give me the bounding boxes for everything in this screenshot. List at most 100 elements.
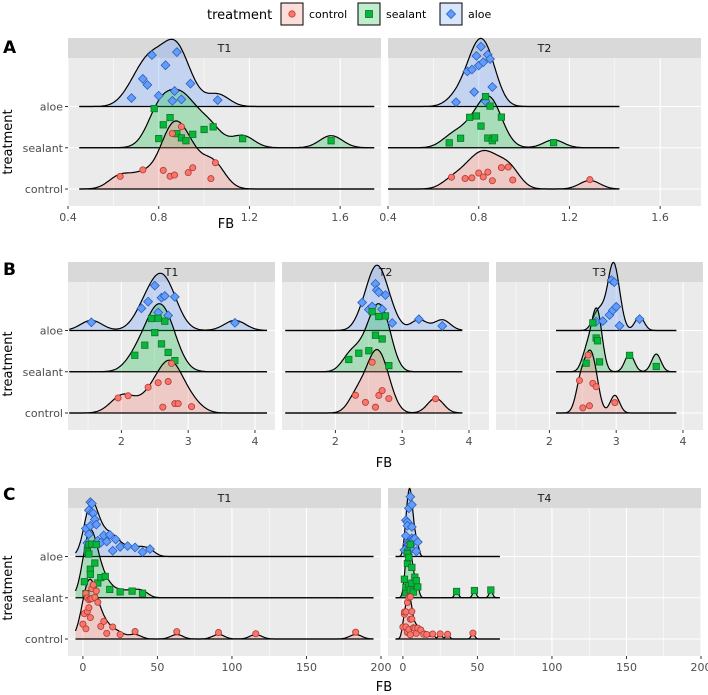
- data-point-control: [173, 628, 181, 636]
- data-point-aloe: [137, 73, 148, 84]
- data-point-aloe: [609, 277, 620, 288]
- data-point-aloe: [110, 534, 121, 545]
- data-point-aloe: [466, 64, 477, 75]
- data-point-sealant: [487, 586, 495, 594]
- data-point-sealant: [150, 104, 158, 113]
- data-point-control: [100, 617, 108, 625]
- data-point-aloe: [153, 90, 164, 101]
- data-point-sealant: [101, 572, 109, 581]
- x-tick-label: 0: [399, 661, 406, 674]
- data-point-control: [114, 394, 122, 402]
- data-point-sealant: [400, 575, 408, 583]
- facet-strip: [282, 262, 489, 282]
- facet-label-t4: T4: [537, 492, 552, 505]
- data-point-control: [468, 174, 476, 182]
- data-point-aloe: [229, 317, 240, 328]
- data-point-aloe: [405, 491, 416, 502]
- data-point-aloe: [130, 542, 141, 553]
- data-point-control: [429, 630, 437, 638]
- data-point-control: [497, 164, 505, 172]
- data-point-control: [585, 402, 593, 410]
- x-tick-label: 0: [79, 661, 86, 674]
- x-tick-label: 150: [296, 661, 317, 674]
- data-point-control: [584, 351, 592, 359]
- plot-background: [388, 58, 701, 206]
- chart-row-b: B treatment FB T1 2 3 4 control sealant aloe T…: [1, 260, 703, 471]
- data-point-aloe: [411, 546, 422, 557]
- data-point-sealant: [355, 349, 363, 357]
- data-point-sealant: [159, 121, 167, 129]
- data-point-aloe: [357, 297, 368, 308]
- data-point-control: [211, 159, 219, 167]
- density-fill-sealant: [69, 303, 267, 372]
- data-point-control: [592, 383, 600, 391]
- data-point-control: [406, 631, 414, 639]
- data-point-aloe: [185, 78, 196, 89]
- data-point-sealant: [378, 335, 386, 343]
- data-point-sealant: [375, 312, 383, 321]
- data-point-sealant: [327, 137, 335, 145]
- y-tick-label-control: control: [25, 407, 63, 420]
- data-point-sealant: [497, 113, 506, 121]
- data-point-control: [86, 614, 94, 622]
- data-point-aloe: [451, 97, 462, 108]
- data-point-control: [184, 169, 192, 177]
- data-point-sealant: [164, 348, 172, 357]
- x-tick-label: 100: [221, 661, 242, 674]
- data-point-control: [131, 628, 139, 636]
- density-fill-sealant: [75, 529, 374, 598]
- facet-strip: [68, 488, 381, 508]
- data-point-aloe: [101, 536, 112, 547]
- data-point-sealant: [445, 139, 453, 147]
- data-point-control: [124, 392, 132, 400]
- data-point-aloe: [469, 87, 480, 97]
- data-point-sealant: [161, 317, 169, 325]
- data-point-aloe: [122, 541, 133, 551]
- data-point-aloe: [104, 529, 115, 540]
- data-point-aloe: [387, 318, 398, 328]
- data-point-control: [116, 631, 124, 639]
- data-point-aloe: [107, 545, 118, 556]
- density-fill-aloe: [556, 262, 677, 331]
- data-point-sealant: [86, 570, 94, 578]
- data-point-sealant: [406, 540, 414, 549]
- data-point-control: [586, 176, 594, 184]
- data-point-control: [144, 383, 152, 391]
- data-point-control: [579, 404, 587, 412]
- facet-strip: [388, 38, 701, 58]
- data-point-sealant: [239, 135, 247, 143]
- panel-b-t2: T22 3 4: [282, 262, 489, 448]
- density-fill-aloe: [75, 501, 374, 557]
- data-point-sealant: [147, 314, 156, 323]
- x-axis-title-a: FB: [218, 217, 234, 232]
- data-point-sealant: [166, 113, 174, 122]
- data-point-control: [361, 398, 369, 406]
- data-point-aloe: [634, 314, 645, 325]
- data-point-sealant: [85, 550, 93, 558]
- legend-title: treatment: [207, 8, 272, 23]
- data-point-aloe: [136, 303, 147, 314]
- panel-b-t3: T3 2 3 4: [496, 261, 703, 448]
- legend-key-sealant: [357, 2, 381, 26]
- facet-label-t1: T1: [217, 492, 232, 505]
- data-point-aloe: [160, 60, 171, 71]
- legend-label-control: control: [309, 8, 347, 21]
- data-point-control: [432, 395, 440, 403]
- x-tick-label: 200: [691, 661, 708, 674]
- data-point-control: [109, 623, 117, 631]
- facet-label-t3: T3: [592, 266, 607, 279]
- x-tick-label: 4: [679, 435, 686, 448]
- facet-label-t1: T1: [217, 42, 232, 55]
- data-point-aloe: [380, 290, 391, 301]
- panel-tag-b: B: [3, 260, 16, 280]
- legend-label-sealant: sealant: [386, 8, 427, 21]
- density-curve-sealant: [79, 88, 375, 149]
- data-point-sealant: [589, 319, 597, 327]
- data-point-aloe: [142, 79, 153, 90]
- data-point-sealant: [582, 359, 590, 367]
- data-point-control: [461, 175, 469, 183]
- data-point-control: [207, 175, 215, 183]
- facet-strip: [68, 262, 275, 282]
- data-point-sealant: [138, 589, 147, 597]
- x-tick-label: 50: [150, 661, 164, 674]
